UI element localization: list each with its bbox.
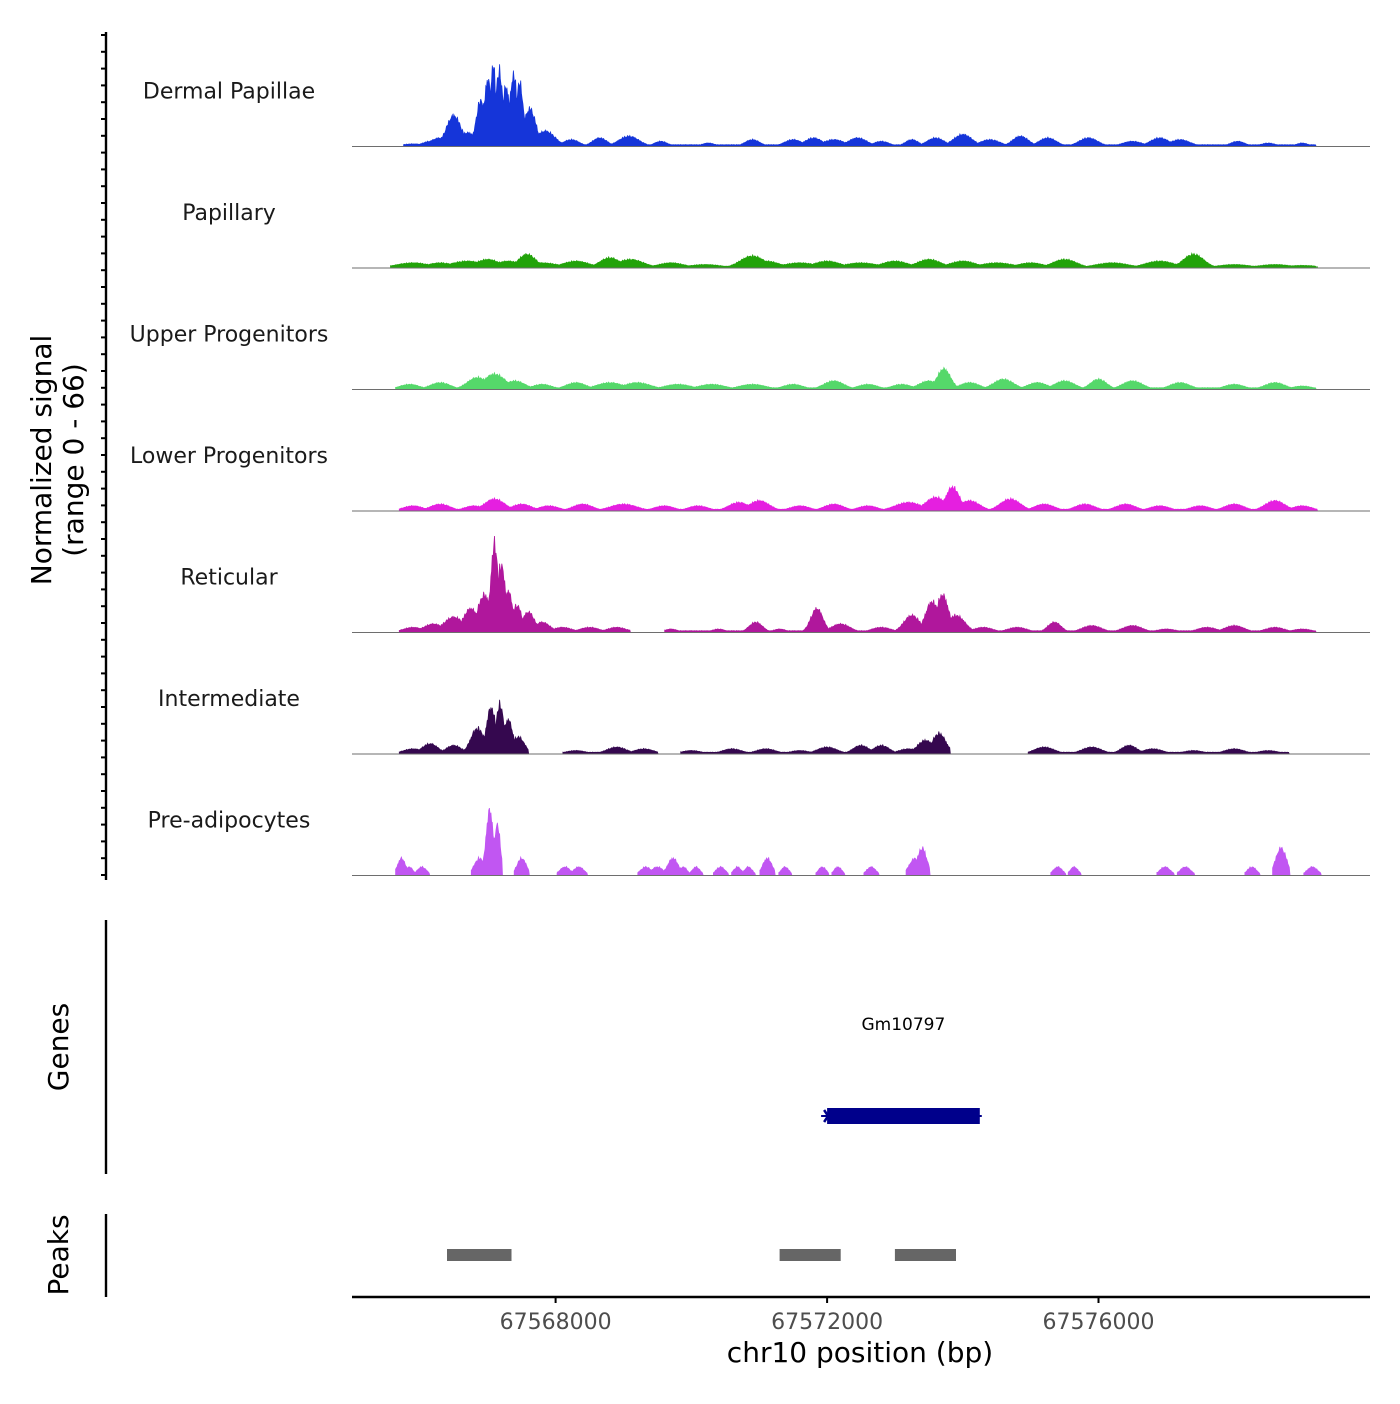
strand-arrow-icon — [823, 1109, 834, 1123]
track-reticular: Reticular — [180, 535, 1370, 633]
gene-track: Gm10797 — [821, 1015, 982, 1124]
coverage-area — [395, 807, 1322, 876]
track-lower-progenitors: Lower Progenitors — [130, 444, 1370, 512]
coverage-area — [398, 485, 1319, 512]
genes-track-title: Genes — [42, 1003, 75, 1091]
track-dermal-papillae: Dermal Papillae — [143, 64, 1370, 147]
track-label: Dermal Papillae — [143, 80, 315, 105]
coverage-area — [398, 535, 1317, 633]
x-axis-title: chr10 position (bp) — [727, 1336, 993, 1369]
x-tick-label: 67576000 — [1043, 1310, 1155, 1335]
peak-interval — [447, 1249, 512, 1261]
peak-interval — [779, 1249, 841, 1261]
track-label: Reticular — [180, 566, 278, 591]
track-label: Lower Progenitors — [130, 444, 328, 469]
peak-interval — [894, 1249, 956, 1261]
track-label: Papillary — [182, 201, 276, 226]
y-axis-title-line2: (range 0 - 66) — [57, 363, 90, 557]
coverage-area — [390, 252, 1319, 269]
axes-layer: Normalized signal (range 0 - 66) Genes P… — [25, 32, 1370, 1369]
peak-track — [447, 1249, 956, 1261]
track-label: Intermediate — [158, 687, 300, 712]
track-upper-progenitors: Upper Progenitors — [130, 323, 1370, 390]
track-label: Upper Progenitors — [130, 323, 329, 348]
signal-tracks: Dermal Papillae Papillary Upper Progenitor… — [130, 64, 1370, 876]
gene-label: Gm10797 — [861, 1015, 945, 1035]
track-intermediate: Intermediate — [158, 687, 1370, 755]
coverage-area — [395, 366, 1317, 390]
coverage-area — [398, 699, 1290, 755]
coverage-area — [403, 64, 1317, 147]
x-ticks: 67568000 67572000 67576000 — [500, 1297, 1155, 1335]
track-papillary: Papillary — [182, 201, 1370, 269]
track-pre-adipocytes: Pre-adipocytes — [148, 807, 1370, 876]
track-label: Pre-adipocytes — [148, 809, 311, 834]
peaks-track-title: Peaks — [42, 1214, 75, 1295]
y-axis-title-line1: Normalized signal — [25, 335, 58, 586]
x-tick-label: 67572000 — [771, 1310, 883, 1335]
x-tick-label: 67568000 — [500, 1310, 612, 1335]
y-ticks — [101, 34, 106, 876]
